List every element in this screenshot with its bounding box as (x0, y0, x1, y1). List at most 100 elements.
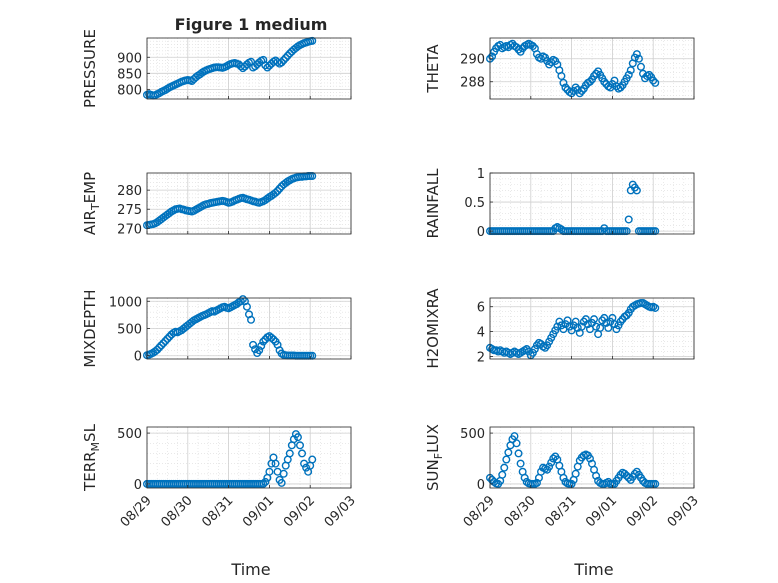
figure-title: Figure 1 medium (175, 15, 328, 34)
data-point (510, 432, 519, 441)
data-point (265, 467, 274, 476)
data-point (289, 435, 298, 444)
y-tick-label: 0 (134, 350, 142, 365)
x-tick-label: 09/01 (583, 493, 620, 530)
data-point (257, 341, 266, 350)
data-point (571, 83, 580, 92)
data-point (583, 320, 592, 329)
axes-box (146, 426, 352, 489)
data-point (157, 341, 166, 350)
data-point (500, 463, 509, 472)
subplot-mixdepth: 0 500 1000 MIXDEPTH (81, 289, 352, 368)
data-point (600, 313, 609, 322)
data-point (163, 334, 172, 343)
subplot-rainfall: 0 0.5 1 RAINFALL (424, 167, 695, 240)
data-point (279, 469, 288, 478)
data-point (516, 459, 525, 468)
x-tick-label: 08/29 (461, 493, 498, 530)
data-point (514, 45, 523, 54)
data-point (559, 473, 568, 482)
data-point (577, 86, 586, 95)
data-point (514, 449, 523, 458)
y-tick-label: 4 (477, 326, 485, 341)
y-tick-label: 0 (477, 225, 485, 240)
y-axis-label: MIXDEPTH (81, 289, 99, 367)
data-point (293, 433, 302, 442)
data-point (238, 295, 247, 304)
data-point (255, 346, 264, 355)
y-tick-label: 1000 (109, 295, 142, 310)
data-point (600, 77, 609, 86)
y-tick-label: 275 (117, 203, 142, 218)
data-point (302, 463, 311, 472)
axes-box (489, 172, 695, 235)
data-point (261, 477, 270, 486)
data-point (632, 50, 641, 59)
data-point (251, 345, 260, 354)
axes-box (489, 297, 695, 360)
y-tick-label: 500 (117, 427, 142, 442)
data-point (545, 462, 554, 471)
data-point (634, 54, 643, 63)
data-point (602, 318, 611, 327)
data-point (155, 343, 164, 352)
axes-box (489, 426, 695, 489)
x-tick-label: 09/01 (240, 493, 277, 530)
x-tick-label: 08/30 (159, 493, 196, 530)
y-tick-label: 2 (477, 351, 485, 366)
y-axis-label: THETA (424, 44, 442, 94)
y-tick-label: 280 (117, 184, 142, 199)
data-point (636, 62, 645, 71)
data-point (498, 470, 507, 479)
y-axis-label: PRESSURE (81, 29, 99, 108)
data-point (573, 323, 582, 332)
x-axis-label-right: Time (573, 560, 613, 579)
subplot-h2omixra: 2 4 6 H2OMIXRA (424, 288, 695, 369)
y-axis-label: SUNFLUX (424, 424, 445, 491)
data-point (630, 469, 639, 478)
subplot-terr-msl: 0 500 08/29 08/30 08/31 09/01 09/02 09/03 TERRMS… (81, 423, 359, 530)
data-point (616, 83, 625, 92)
data-point (557, 71, 566, 80)
x-tick-label: 08/30 (502, 493, 539, 530)
data-point (259, 479, 268, 488)
y-axis-label: TERRMSL (81, 423, 102, 492)
data-point (285, 449, 294, 458)
y-tick-label: 288 (460, 76, 485, 91)
x-axis-label-left: Time (230, 560, 270, 579)
data-point (242, 302, 251, 311)
data-point (271, 188, 280, 197)
y-axis-label: AIRTEMP (81, 172, 102, 235)
data-point (269, 335, 278, 344)
x-tick-label: 09/03 (322, 493, 359, 530)
data-point (308, 36, 317, 45)
data-point (624, 215, 633, 224)
y-tick-label: 1 (477, 167, 485, 182)
data-point (585, 77, 594, 86)
y-axis-label: RAINFALL (424, 168, 442, 239)
data-point (596, 323, 605, 332)
axes-box (146, 37, 352, 100)
data-point (592, 471, 601, 480)
data-point (277, 58, 286, 67)
data-point (520, 473, 529, 482)
data-point (545, 60, 554, 69)
y-tick-label: 800 (117, 83, 142, 98)
y-tick-label: 0.5 (464, 196, 485, 211)
data-point (590, 315, 599, 324)
data-point (296, 441, 305, 450)
subplot-air-temp: 270 275 280 AIRTEMP (81, 172, 352, 237)
data-point (259, 337, 268, 346)
y-tick-label: 500 (460, 427, 485, 442)
data-point (247, 315, 256, 324)
x-tick-label: 08/31 (542, 493, 579, 530)
data-point (504, 448, 513, 457)
data-point (273, 186, 282, 195)
data-point (581, 315, 590, 324)
data-point (549, 454, 558, 463)
data-point (528, 42, 537, 51)
axes-box (146, 172, 352, 235)
data-point (624, 473, 633, 482)
data-point (308, 455, 317, 464)
